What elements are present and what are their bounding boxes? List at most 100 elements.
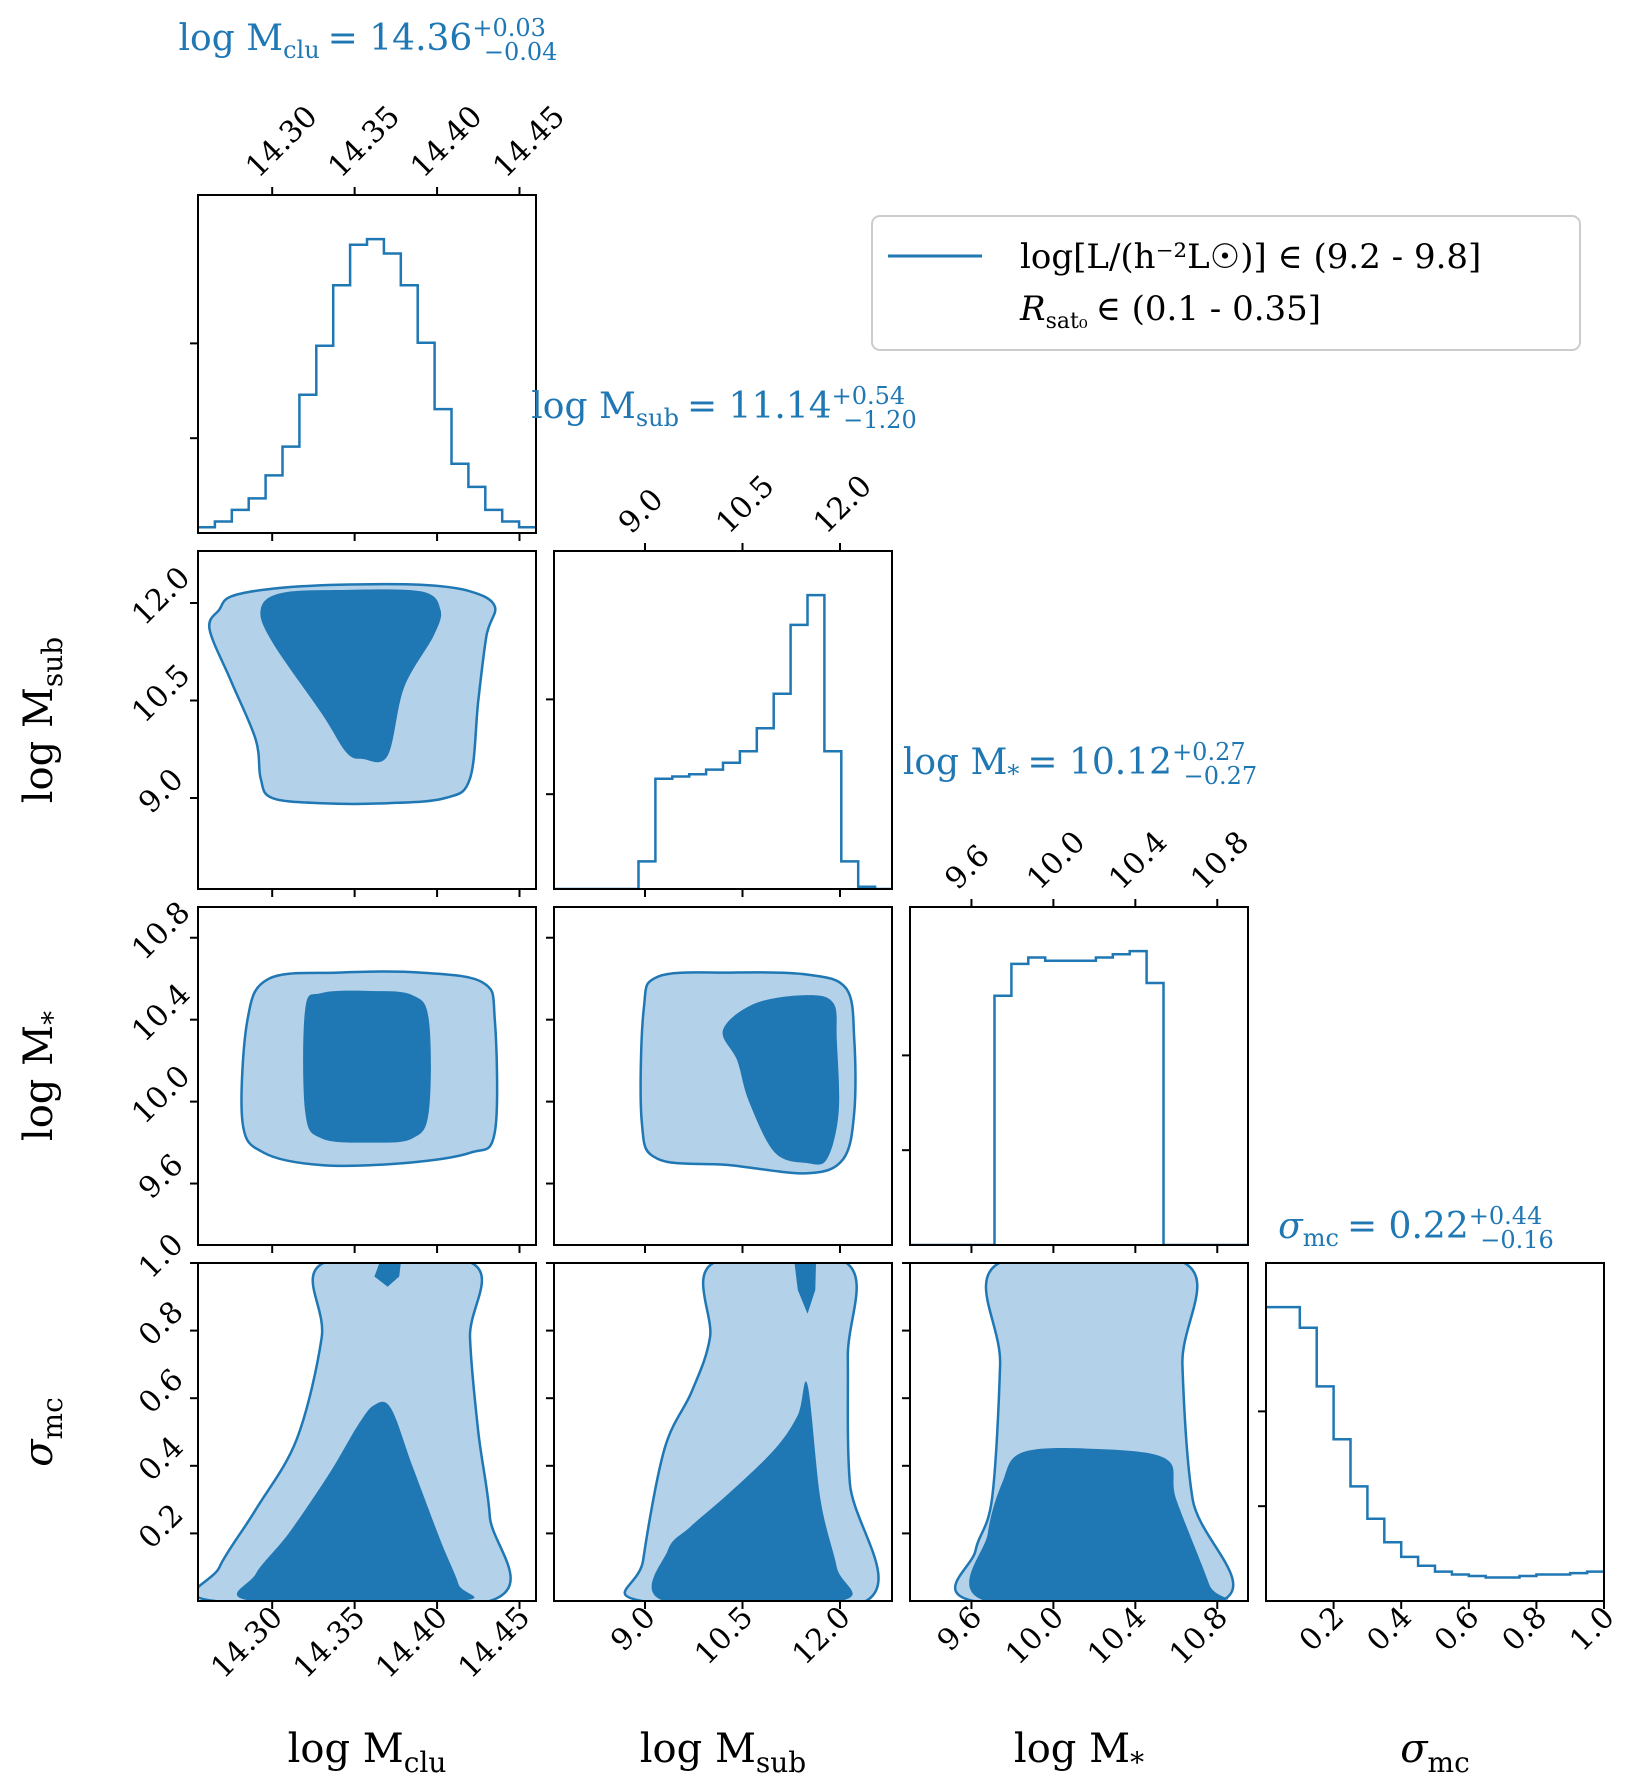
histogram-mstar: [910, 949, 1248, 1245]
title-plus: +0.44: [1469, 1202, 1543, 1230]
xtick-label-top: 14.45: [486, 99, 571, 184]
title-prefix: log M: [531, 386, 636, 427]
xtick-label-top: 10.5: [709, 469, 781, 541]
xtick-label-bottom: 12.0: [786, 1600, 858, 1672]
xlabel-msub: log Msub: [640, 1726, 806, 1779]
contour-68: [236, 1401, 475, 1601]
title-minus: −0.04: [484, 38, 558, 66]
contour-68: [969, 1447, 1229, 1601]
xtick-label-bottom: 10.8: [1163, 1600, 1235, 1672]
panel-frame: [909, 906, 1249, 1246]
xlabel-sub: mc: [1428, 1746, 1470, 1779]
title-prefix: log M: [179, 18, 284, 59]
ytick-label: 10.0: [125, 1059, 197, 1131]
panel-2-1: [546, 906, 893, 1253]
legend: log[L/(h⁻²L☉)] ∈ (9.2 - 9.8] Rsat₀ ∈ (0.1…: [871, 215, 1581, 351]
xtick-label-top: 14.30: [239, 99, 324, 184]
panel-3-2: 9.6 10.0 10.4 10.8: [902, 1262, 1249, 1672]
xtick-label-bottom: 9.6: [931, 1600, 989, 1658]
xtick-label-bottom: 14.40: [369, 1600, 454, 1685]
xtick-label-top: 9.6: [938, 838, 996, 896]
xtick-label-top: 14.40: [404, 99, 489, 184]
panel-frame: [553, 1262, 893, 1602]
ylabel-msub: log Msub: [16, 637, 69, 803]
ylabel-main: log M: [16, 687, 62, 803]
contour-68: [303, 990, 431, 1143]
title-sub: mc: [1303, 1224, 1339, 1252]
title-minus: −1.20: [843, 406, 917, 434]
ytick-label: 10.4: [125, 977, 197, 1049]
histogram-msub: [554, 593, 892, 889]
title-mstar: log M* = 10.12+0.27 −0.27: [903, 738, 1257, 790]
title-sigma: σmc = 0.22+0.44 −0.16: [1278, 1202, 1554, 1254]
ytick-label: 9.0: [132, 762, 190, 820]
ytick-label: 0.2: [132, 1497, 190, 1555]
title-sub: clu: [283, 36, 320, 64]
xtick-label-bottom: 9.0: [604, 1600, 662, 1658]
xlabel-sub: *: [1130, 1746, 1144, 1779]
panel-frame: [197, 550, 537, 890]
histogram-sigma: [1266, 1305, 1604, 1579]
panel-frame: [1265, 1262, 1605, 1602]
ylabel-mstar: log M*: [16, 1011, 69, 1141]
title-msub: log Msub = 11.14+0.54 −1.20: [531, 382, 916, 434]
title-prefix: σ: [1278, 1206, 1304, 1247]
xtick-label-bottom: 10.0: [999, 1600, 1071, 1672]
xlabel-mstar: log M*: [1014, 1726, 1144, 1779]
title-plus: +0.03: [472, 14, 546, 42]
legend-line2-sub: sat₀: [1046, 309, 1088, 334]
xtick-label-top: 10.8: [1184, 825, 1256, 897]
title-value: = 14.36: [328, 18, 473, 59]
panel-frame: [909, 1262, 1249, 1602]
ylabel-main: log M: [16, 1025, 62, 1141]
ytick-label: 12.0: [125, 560, 197, 632]
xtick-label-bottom: 0.4: [1360, 1600, 1418, 1658]
legend-box: [871, 215, 1581, 351]
xtick-label-bottom: 10.4: [1081, 1600, 1153, 1672]
panel-frame: [197, 906, 537, 1246]
xtick-label-top: 12.0: [807, 469, 879, 541]
title-text: log Mclu = 14.36+0.03 −0.04: [179, 14, 558, 66]
xlabel-sub: clu: [404, 1746, 447, 1779]
xlabel-main: log M: [288, 1726, 404, 1772]
histogram-mclu: [198, 237, 536, 529]
xtick-label-top: 14.35: [322, 99, 407, 184]
contour-68: [651, 1381, 853, 1601]
ytick-label: 10.5: [125, 658, 197, 730]
legend-line2: Rsat₀ ∈ (0.1 - 0.35]: [1019, 289, 1321, 334]
title-minus: −0.16: [1480, 1226, 1554, 1254]
xtick-label-bottom: 0.6: [1428, 1600, 1486, 1658]
xtick-label-top: 10.4: [1102, 825, 1174, 897]
legend-line1: log[L/(h⁻²L☉)] ∈ (9.2 - 9.8]: [1020, 237, 1481, 277]
panel-frame: [553, 906, 893, 1246]
xlabel-main: log M: [1014, 1726, 1130, 1772]
contour-68-secondary: [794, 1263, 816, 1314]
panel-frame: [197, 194, 537, 534]
title-plus: +0.54: [832, 382, 906, 410]
xtick-label-top: 9.0: [612, 482, 670, 540]
title-text: σmc = 0.22+0.44 −0.16: [1278, 1202, 1554, 1254]
panel-3-3: 0.2 0.4 0.6 0.8 1.0: [1258, 1262, 1622, 1658]
xlabel-main: σ: [1400, 1726, 1429, 1772]
xtick-label-bottom: 0.8: [1496, 1600, 1554, 1658]
legend-line2-main: R: [1019, 289, 1046, 329]
ytick-label: 9.6: [132, 1148, 190, 1206]
xtick-label-bottom: 0.2: [1293, 1600, 1351, 1658]
xtick-label-bottom: 14.35: [287, 1600, 372, 1685]
title-value: = 11.14: [687, 386, 832, 427]
ytick-label: 10.8: [125, 895, 197, 967]
xtick-label-bottom: 10.5: [688, 1600, 760, 1672]
panel-1-0: 9.0 10.5 12.0: [125, 550, 537, 897]
panel-frame: [553, 550, 893, 890]
ytick-label: 1.0: [132, 1227, 190, 1285]
xtick-label-top: 10.0: [1020, 825, 1092, 897]
panel-1-1: 9.0 10.5 12.0: [546, 469, 893, 897]
xlabel-sub: sub: [756, 1746, 806, 1779]
contour-68: [260, 589, 442, 763]
title-value: = 0.22: [1347, 1206, 1469, 1247]
title-mclu: log Mclu = 14.36+0.03 −0.04: [179, 14, 558, 66]
